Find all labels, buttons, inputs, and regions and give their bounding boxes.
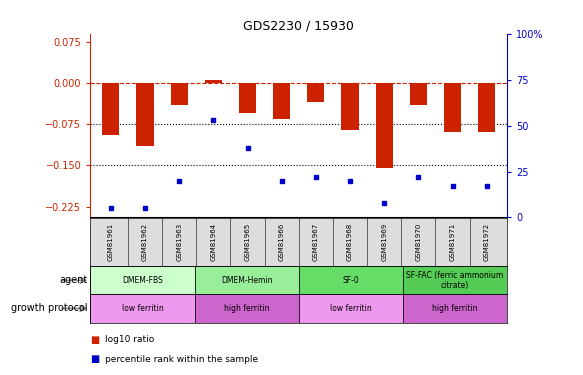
Bar: [195, 294, 298, 322]
Text: SF-0: SF-0: [343, 276, 359, 285]
Bar: [403, 294, 507, 322]
Bar: [90, 266, 195, 294]
Text: GSM81971: GSM81971: [449, 223, 455, 261]
Text: log10 ratio: log10 ratio: [105, 335, 154, 344]
Text: GSM81967: GSM81967: [313, 223, 319, 261]
Text: GSM81970: GSM81970: [415, 223, 422, 261]
Text: ■: ■: [90, 354, 100, 364]
Bar: [195, 266, 298, 294]
Text: high ferritin: high ferritin: [224, 304, 269, 313]
Text: ■: ■: [90, 334, 100, 345]
Bar: [410, 83, 427, 105]
Text: DMEM-Hemin: DMEM-Hemin: [221, 276, 272, 285]
Bar: [273, 83, 290, 119]
Text: GSM81969: GSM81969: [381, 223, 387, 261]
Bar: [342, 83, 359, 130]
Bar: [375, 83, 393, 168]
Bar: [205, 80, 222, 83]
Bar: [403, 266, 507, 294]
Bar: [171, 83, 188, 105]
Bar: [298, 294, 403, 322]
Text: GSM81965: GSM81965: [244, 223, 251, 261]
Bar: [136, 83, 153, 146]
Text: GSM81961: GSM81961: [108, 223, 114, 261]
Text: GSM81963: GSM81963: [176, 223, 182, 261]
Text: agent: agent: [59, 275, 87, 285]
Bar: [478, 83, 495, 132]
Text: GSM81962: GSM81962: [142, 223, 148, 261]
Text: GSM81966: GSM81966: [279, 223, 285, 261]
Bar: [298, 266, 403, 294]
Bar: [307, 83, 324, 102]
Text: SF-FAC (ferric ammonium
citrate): SF-FAC (ferric ammonium citrate): [406, 271, 504, 290]
Text: GSM81964: GSM81964: [210, 223, 216, 261]
Text: DMEM-FBS: DMEM-FBS: [122, 276, 163, 285]
Text: growth protocol: growth protocol: [11, 303, 87, 313]
Text: GSM81972: GSM81972: [484, 223, 490, 261]
Text: GSM81968: GSM81968: [347, 223, 353, 261]
Text: percentile rank within the sample: percentile rank within the sample: [105, 355, 258, 364]
Bar: [444, 83, 461, 132]
Bar: [239, 83, 256, 113]
Text: high ferritin: high ferritin: [433, 304, 478, 313]
Bar: [103, 83, 120, 135]
Title: GDS2230 / 15930: GDS2230 / 15930: [243, 20, 354, 33]
Bar: [90, 294, 195, 322]
Text: low ferritin: low ferritin: [330, 304, 372, 313]
Text: low ferritin: low ferritin: [122, 304, 163, 313]
